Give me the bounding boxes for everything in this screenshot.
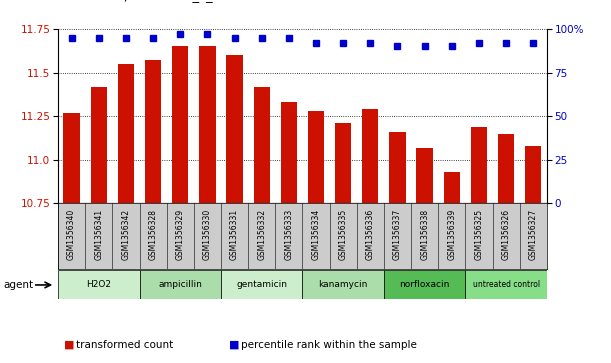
- Bar: [444, 172, 460, 203]
- Bar: [384, 270, 466, 299]
- Bar: [498, 134, 514, 203]
- Text: transformed count: transformed count: [76, 340, 174, 350]
- Bar: [308, 111, 324, 203]
- Bar: [227, 55, 243, 203]
- Bar: [466, 270, 547, 299]
- Bar: [254, 86, 270, 203]
- Text: GSM1356336: GSM1356336: [366, 208, 375, 260]
- Text: GDS5160 / 1765898_s_at: GDS5160 / 1765898_s_at: [58, 0, 226, 2]
- Text: GSM1356338: GSM1356338: [420, 208, 429, 260]
- Text: GSM1356337: GSM1356337: [393, 208, 402, 260]
- Text: GSM1356327: GSM1356327: [529, 208, 538, 260]
- Bar: [471, 127, 487, 203]
- Text: GSM1356326: GSM1356326: [502, 208, 511, 260]
- Text: agent: agent: [3, 280, 33, 290]
- Text: H2O2: H2O2: [86, 281, 111, 289]
- Text: GSM1356330: GSM1356330: [203, 208, 212, 260]
- Bar: [90, 86, 107, 203]
- Text: percentile rank within the sample: percentile rank within the sample: [241, 340, 417, 350]
- Bar: [221, 270, 302, 299]
- Text: GSM1356325: GSM1356325: [475, 208, 483, 260]
- Text: GSM1356328: GSM1356328: [148, 208, 158, 260]
- Text: ■: ■: [64, 340, 75, 350]
- Bar: [335, 123, 351, 203]
- Bar: [145, 60, 161, 203]
- Text: gentamicin: gentamicin: [236, 281, 287, 289]
- Text: untreated control: untreated control: [472, 281, 540, 289]
- Bar: [362, 109, 378, 203]
- Text: GSM1356341: GSM1356341: [94, 208, 103, 260]
- Text: GSM1356335: GSM1356335: [338, 208, 348, 260]
- Text: GSM1356329: GSM1356329: [176, 208, 185, 260]
- Text: GSM1356340: GSM1356340: [67, 208, 76, 260]
- Bar: [199, 46, 216, 203]
- Text: GSM1356342: GSM1356342: [122, 208, 130, 260]
- Text: ampicillin: ampicillin: [158, 281, 202, 289]
- Text: norfloxacin: norfloxacin: [400, 281, 450, 289]
- Bar: [64, 113, 80, 203]
- Bar: [525, 146, 541, 203]
- Bar: [58, 270, 139, 299]
- Text: kanamycin: kanamycin: [318, 281, 368, 289]
- Text: ■: ■: [229, 340, 240, 350]
- Text: GSM1356333: GSM1356333: [284, 208, 293, 260]
- Text: GSM1356332: GSM1356332: [257, 208, 266, 260]
- Bar: [139, 270, 221, 299]
- Bar: [172, 46, 188, 203]
- Bar: [389, 132, 406, 203]
- Bar: [417, 147, 433, 203]
- Bar: [280, 102, 297, 203]
- Bar: [118, 64, 134, 203]
- Text: GSM1356334: GSM1356334: [312, 208, 321, 260]
- Text: GSM1356331: GSM1356331: [230, 208, 239, 260]
- Bar: [302, 270, 384, 299]
- Text: GSM1356339: GSM1356339: [447, 208, 456, 260]
